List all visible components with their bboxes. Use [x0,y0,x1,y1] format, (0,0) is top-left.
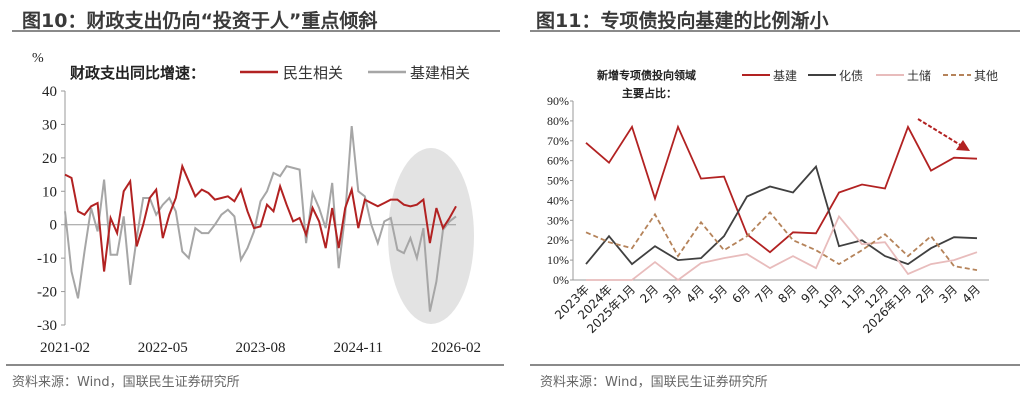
x-tick-label: 2022-05 [138,340,188,356]
x-tick-label: 11月 [839,282,868,311]
y-tick-label: 20% [547,233,569,247]
series-line-其他 [585,211,978,271]
x-tick-label: 4月 [683,282,707,306]
x-tick-label: 2026-02 [431,340,481,356]
right-chart-title: 图11：专项债投向基建的比例渐小 [536,10,829,32]
x-tick-label: 2月 [913,282,937,306]
series-line-民生相关 [64,162,457,272]
y-tick-label: 80% [547,114,569,128]
left-panel-footer-rule [6,364,504,366]
x-tick-label: 8月 [775,282,799,306]
trend-arrow-shaft [917,118,963,147]
x-tick-label: 3月 [660,282,684,306]
x-tick-label: 2月 [637,282,661,306]
y-tick-label: 20 [42,151,57,167]
legend-label: 基建相关 [410,64,470,82]
y-tick-label: 70% [547,134,569,148]
y-tick-label: 40 [42,84,57,100]
series-line-基建相关 [64,125,457,312]
series-line-化债 [585,164,978,266]
x-tick-label: 5月 [706,282,730,306]
legend-title: 新增专项债投向领域 [597,68,696,82]
legend-title: 主要占比： [622,86,677,100]
trend-arrow-head [956,140,970,151]
x-tick-label: 2024-11 [334,340,383,356]
y-tick-label: 90% [547,94,569,108]
y-tick-label: 40% [547,193,569,207]
series-line-土储 [586,214,978,282]
y-tick-label: 30 [42,117,57,133]
x-tick-label: 3月 [936,282,960,306]
left-chart-title: 图10：财政支出仍向“投资于人”重点倾斜 [22,10,378,32]
x-tick-label: 2021-02 [40,340,90,356]
left-source-note: 资料来源：Wind，国联民生证券研究所 [12,375,240,390]
y-tick-label: 10% [547,253,569,267]
right-source-note: 资料来源：Wind，国联民生证券研究所 [540,375,768,390]
unit-label: % [32,51,44,66]
x-tick-label: 7月 [752,282,776,306]
x-tick-label: 10月 [816,282,845,311]
right-title-rule [530,30,1020,32]
right-panel-footer-rule [530,364,1020,366]
x-tick-label: 2023-08 [236,340,286,356]
y-tick-label: -10 [37,251,57,267]
y-tick-label: 0% [553,273,569,287]
x-tick-label: 6月 [729,282,753,306]
y-tick-label: 10 [42,184,57,200]
y-tick-label: 60% [547,154,569,168]
left-title-rule [12,30,500,32]
y-tick-label: -20 [37,285,57,301]
legend-title: 财政支出同比增速： [70,64,205,82]
legend-label: 土储 [907,68,931,83]
legend-label: 基建 [773,69,797,83]
series-line-基建 [585,124,978,254]
legend-label: 民生相关 [283,64,343,82]
legend-label: 化债 [839,69,863,83]
y-tick-label: -30 [37,318,57,334]
legend-label: 其他 [974,69,998,83]
y-tick-label: 30% [547,213,569,227]
y-tick-label: 0 [50,218,58,234]
y-tick-label: 50% [547,174,569,188]
x-tick-label: 4月 [959,282,983,306]
